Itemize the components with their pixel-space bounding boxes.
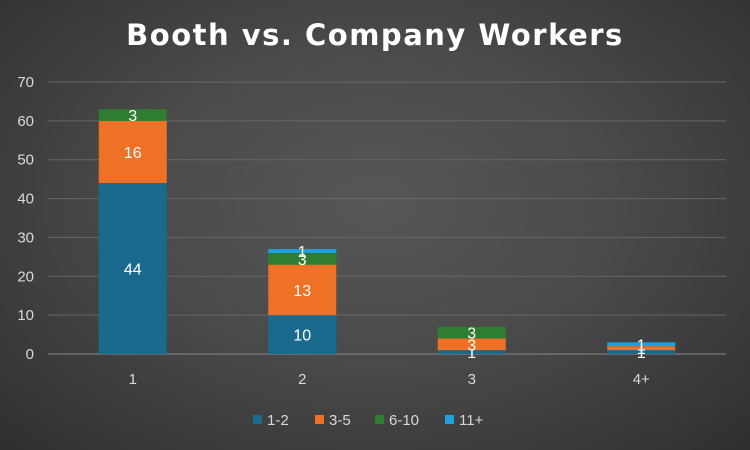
- data-label: 3: [467, 326, 476, 343]
- legend-label: 11+: [459, 412, 484, 429]
- bar-segment: [607, 342, 676, 347]
- chart-title: Booth vs. Company Workers: [126, 18, 624, 52]
- legend-label: 3-5: [329, 412, 351, 429]
- legend-swatch: [375, 415, 384, 424]
- data-label: 3: [467, 337, 476, 354]
- legend-swatch: [315, 415, 324, 424]
- data-label: 13: [293, 283, 311, 300]
- y-tick-label: 30: [17, 229, 34, 246]
- y-tick-label: 40: [17, 191, 34, 208]
- data-label: 10: [293, 328, 311, 345]
- bar-segment: [268, 252, 337, 265]
- x-tick-label: 2: [298, 371, 306, 388]
- y-tick-label: 70: [17, 74, 34, 91]
- y-tick-label: 20: [17, 268, 34, 285]
- bar-segment: [98, 183, 167, 354]
- bar-segment: [437, 338, 506, 351]
- bar-segment: [268, 315, 337, 354]
- bar-segment: [437, 350, 506, 354]
- data-label: 16: [124, 145, 142, 162]
- data-label: 3: [298, 252, 307, 269]
- data-label: 3: [128, 108, 137, 125]
- data-label: 1: [467, 345, 476, 362]
- x-tick-label: 3: [468, 371, 476, 388]
- data-label: 1: [637, 341, 646, 358]
- y-tick-label: 60: [17, 113, 34, 130]
- data-label: 1: [637, 345, 646, 362]
- x-tick-label: 4+: [633, 371, 650, 388]
- y-tick-label: 0: [26, 346, 34, 363]
- data-label: 1: [637, 337, 646, 354]
- legend-label: 6-10: [389, 412, 419, 429]
- legend-label: 1-2: [267, 412, 289, 429]
- data-label: 44: [124, 262, 142, 279]
- bar-segment: [437, 326, 506, 339]
- legend-swatch: [445, 415, 454, 424]
- bar-segment: [98, 120, 167, 184]
- bar-segment: [98, 109, 167, 121]
- x-tick-label: 1: [129, 371, 137, 388]
- bar-segment: [268, 249, 337, 253]
- bar-segment: [607, 350, 676, 354]
- bar-segment: [607, 346, 676, 351]
- bar-segment: [268, 264, 337, 316]
- y-tick-label: 50: [17, 152, 34, 169]
- data-label: 1: [298, 244, 307, 261]
- legend-swatch: [253, 415, 262, 424]
- y-tick-label: 10: [17, 307, 34, 324]
